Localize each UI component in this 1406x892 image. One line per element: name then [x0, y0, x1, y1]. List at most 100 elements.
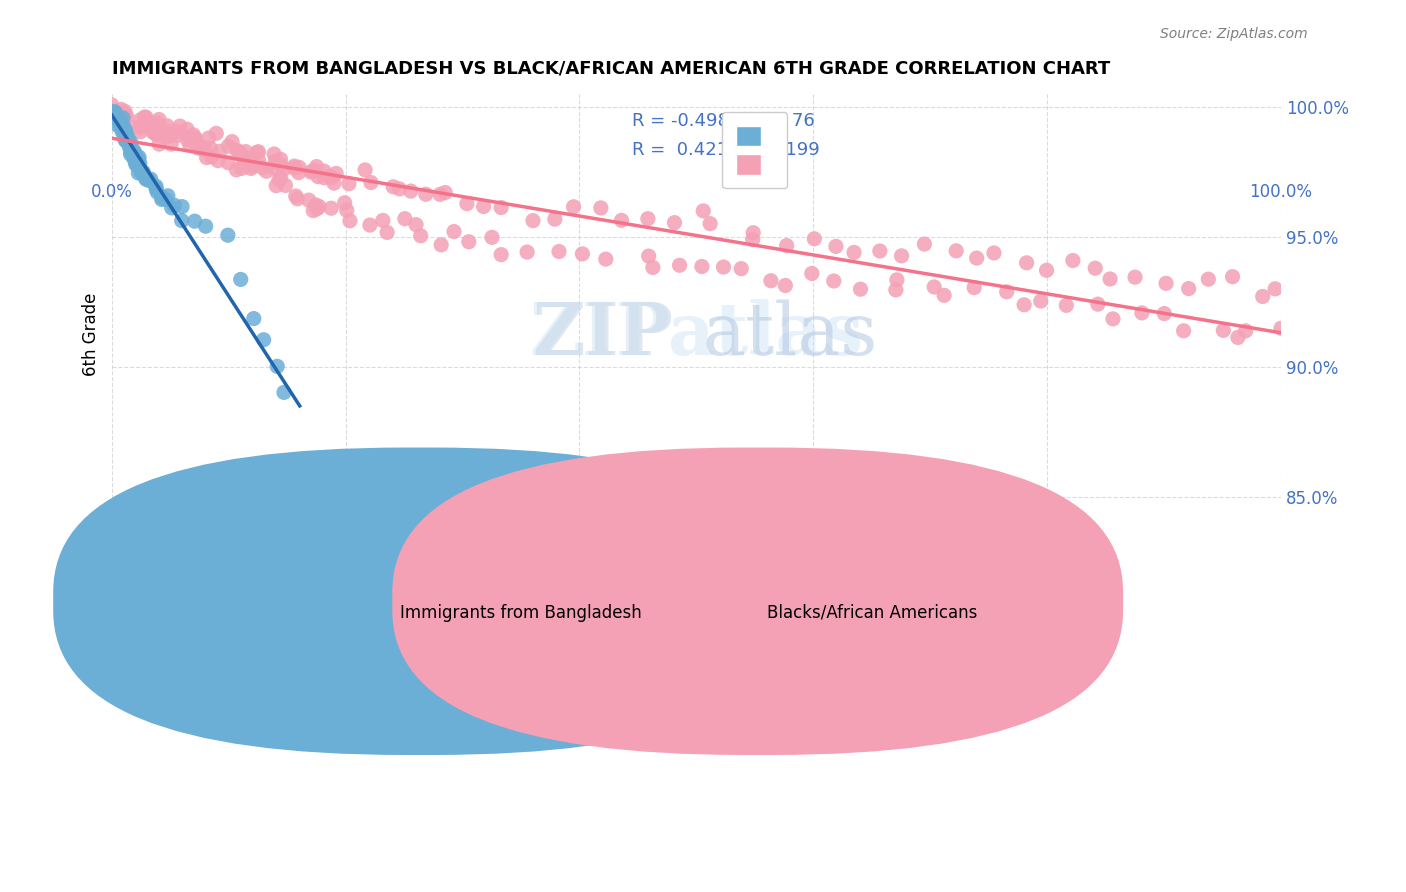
Point: [1222, 269, 1244, 284]
Point: [148, 112, 170, 127]
Point: [120, 142, 142, 156]
Point: [131, 165, 153, 179]
Point: [208, 145, 231, 159]
Point: [114, 104, 136, 119]
Point: [983, 246, 1005, 260]
Point: [388, 182, 411, 196]
Point: [142, 125, 165, 139]
Point: [321, 201, 343, 215]
Point: [321, 170, 343, 185]
Point: [430, 238, 453, 252]
Point: [415, 187, 437, 202]
Point: [254, 164, 277, 178]
Point: [1226, 330, 1249, 344]
Point: [176, 122, 198, 136]
Point: [114, 124, 136, 138]
Point: [314, 170, 336, 185]
Point: [114, 108, 136, 122]
Point: [104, 109, 127, 123]
Point: [287, 192, 309, 206]
Point: [115, 110, 138, 124]
Point: [1015, 256, 1038, 270]
Point: [107, 110, 129, 124]
Point: [1251, 289, 1274, 303]
Text: ZIP: ZIP: [533, 299, 673, 370]
Point: [489, 247, 512, 261]
Point: [105, 111, 128, 125]
Point: [121, 143, 143, 157]
Point: [120, 136, 142, 150]
Point: [699, 217, 721, 231]
Point: [456, 196, 478, 211]
Point: [457, 235, 479, 249]
Text: R = -0.498   N =  76: R = -0.498 N = 76: [633, 112, 814, 130]
Point: [742, 226, 765, 240]
Point: [127, 158, 149, 172]
Point: [194, 219, 217, 234]
Point: [1099, 272, 1122, 286]
Point: [104, 109, 127, 123]
Point: [100, 108, 122, 122]
Point: [127, 158, 149, 172]
Point: [107, 119, 129, 133]
Point: [1035, 263, 1057, 277]
Point: [148, 137, 170, 152]
Point: [307, 202, 329, 216]
Point: [146, 116, 169, 130]
Point: [262, 161, 284, 175]
Point: [217, 228, 239, 243]
Point: [232, 151, 254, 165]
Point: [122, 152, 145, 166]
Point: [145, 179, 167, 194]
Point: [336, 203, 359, 218]
Point: [548, 244, 571, 259]
Point: [922, 280, 945, 294]
Text: 0.0%: 0.0%: [91, 184, 132, 202]
Point: [111, 125, 134, 139]
Point: [759, 274, 782, 288]
Point: [690, 260, 713, 274]
Point: [287, 166, 309, 180]
Point: [319, 169, 342, 184]
Point: [195, 151, 218, 165]
Point: [132, 168, 155, 182]
Point: [115, 127, 138, 141]
Point: [114, 133, 136, 147]
Point: [966, 251, 988, 265]
Point: [1177, 282, 1199, 296]
Point: [110, 107, 132, 121]
Point: [1264, 282, 1286, 296]
Point: [354, 162, 377, 177]
Point: [1054, 298, 1077, 312]
Point: [283, 161, 305, 175]
Point: [169, 119, 191, 133]
Point: [128, 160, 150, 174]
Point: [932, 288, 955, 302]
Point: [270, 170, 292, 185]
Point: [229, 272, 252, 286]
Point: [825, 239, 848, 253]
Point: [359, 218, 381, 232]
Point: [122, 144, 145, 158]
Point: [157, 129, 180, 144]
Point: [274, 178, 297, 193]
Point: [434, 186, 457, 200]
Point: [145, 128, 167, 142]
Point: [270, 153, 292, 167]
Point: [273, 385, 295, 400]
Point: [128, 150, 150, 164]
Point: [823, 274, 845, 288]
Point: [134, 110, 156, 124]
Point: [1012, 298, 1035, 312]
Point: [375, 226, 398, 240]
Point: [664, 216, 686, 230]
Point: [166, 128, 188, 143]
Point: [1087, 297, 1109, 311]
Point: [217, 155, 239, 169]
Point: [131, 165, 153, 179]
Point: [264, 154, 287, 169]
Point: [125, 148, 148, 162]
Point: [884, 283, 907, 297]
Point: [205, 127, 228, 141]
Point: [166, 124, 188, 138]
